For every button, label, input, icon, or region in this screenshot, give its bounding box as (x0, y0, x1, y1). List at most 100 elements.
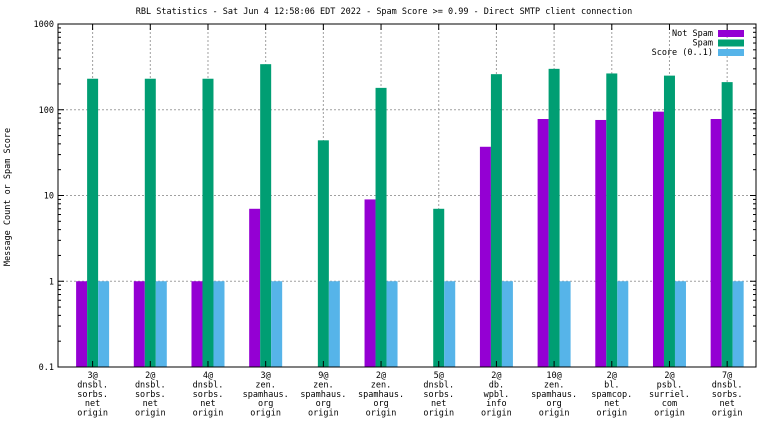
x-tick-label-line: origin (135, 409, 166, 419)
x-tick-label: 2@ psbl. surriel. com origin (649, 371, 690, 419)
bar-not-spam (249, 208, 261, 367)
bars (76, 64, 744, 368)
y-tick-label: 10 (44, 192, 54, 202)
legend-swatch (718, 30, 744, 37)
x-tick-label-line: origin (596, 409, 627, 419)
x-tick-label-line: 2@ (376, 371, 386, 381)
x-tick-label-line: spamhaus. (531, 390, 577, 400)
x-tick-label-line: surriel. (649, 390, 690, 400)
x-tick-label-line: info (486, 399, 506, 409)
x-tick-label-line: wpbl. (484, 390, 510, 400)
x-tick-label-line: spamhaus. (243, 390, 289, 400)
x-tick-label-line: zen. (544, 380, 564, 390)
x-tick-label: 2@ bl. spamcop. net origin (591, 371, 632, 419)
bar-not-spam (710, 119, 722, 367)
legend-label: Not Spam (672, 29, 713, 39)
y-axis-label: Message Count or Spam Score (3, 128, 13, 266)
x-tick-label-line: origin (539, 409, 570, 419)
x-tick-label-line: 9@ (318, 371, 328, 381)
x-tick-label-line: 2@ (491, 371, 501, 381)
x-tick-label-line: 2@ (145, 371, 155, 381)
x-tick-label: 2@ zen. spamhaus. org origin (358, 371, 404, 419)
x-tick-label-line: origin (712, 409, 743, 419)
bar-not-spam (191, 281, 203, 367)
x-tick-label-line: psbl. (657, 380, 683, 390)
x-tick-label-line: sorbs. (423, 390, 454, 400)
x-tick-label-line: org (258, 399, 273, 409)
x-tick-label-line: net (604, 399, 619, 409)
bar-spam (548, 68, 560, 367)
x-tick-label: 4@ dnsbl. sorbs. net origin (193, 371, 224, 419)
y-tick-label: 0.1 (39, 363, 54, 373)
bar-not-spam (76, 281, 88, 367)
bar-spam (260, 64, 272, 367)
x-tick-label-line: sorbs. (712, 390, 743, 400)
bar-score-0-1 (213, 281, 225, 367)
x-tick-label-line: origin (366, 409, 397, 419)
bar-not-spam (652, 111, 664, 367)
x-tick-label-line: zen. (313, 380, 333, 390)
bar-spam (606, 73, 618, 367)
x-tick-label-line: origin (77, 409, 108, 419)
y-tick-label: 1 (49, 277, 54, 287)
x-tick-label-line: origin (250, 409, 281, 419)
bar-spam (721, 82, 733, 368)
x-tick-label-line: bl. (604, 380, 619, 390)
chart-title: RBL Statistics - Sat Jun 4 12:58:06 EDT … (136, 7, 632, 17)
x-tick-label: 3@ zen. spamhaus. org origin (243, 371, 289, 419)
legend-swatch (718, 39, 744, 47)
x-tick-label: 2@ db. wpbl. info origin (481, 371, 512, 419)
x-tick-label-line: sorbs. (193, 390, 224, 400)
x-tick-label-line: 2@ (664, 371, 674, 381)
x-tick-label: 3@ dnsbl. sorbs. net origin (77, 371, 108, 419)
bar-score-0-1 (732, 281, 744, 367)
x-tick-label-line: 5@ (434, 371, 444, 381)
bar-score-0-1 (271, 281, 283, 367)
legend-swatch (718, 49, 744, 56)
x-tick-label-line: dnsbl. (712, 380, 743, 390)
x-tick-label-line: net (431, 399, 446, 409)
x-tick-label-line: origin (423, 409, 454, 419)
bar-score-0-1 (501, 281, 513, 367)
x-tick-label-line: origin (481, 409, 512, 419)
x-tick-label: 10@ zen. spamhaus. org origin (531, 371, 577, 419)
bar-spam (317, 140, 329, 367)
x-tick-label-line: 4@ (203, 371, 213, 381)
legend-label: Score (0..1) (652, 48, 713, 58)
x-tick-label-line: origin (193, 409, 224, 419)
bar-score-0-1 (155, 281, 167, 367)
bar-score-0-1 (98, 281, 110, 367)
x-tick-label-line: 10@ (546, 371, 561, 381)
y-tick-label: 1000 (34, 20, 54, 30)
y-tick-label: 100 (39, 106, 54, 116)
bar-not-spam (479, 146, 491, 367)
bar-not-spam (537, 119, 549, 367)
bar-score-0-1 (617, 281, 629, 367)
x-tick-label-line: spamhaus. (300, 390, 346, 400)
x-tick-label-line: sorbs. (77, 390, 108, 400)
x-tick-label-line: net (85, 399, 100, 409)
x-tick-label-line: net (200, 399, 215, 409)
x-tick-label-line: com (662, 399, 677, 409)
x-tick-label-line: zen. (371, 380, 391, 390)
x-tick-label-line: net (143, 399, 158, 409)
x-tick-label-line: zen. (255, 380, 275, 390)
x-tick-label-line: org (373, 399, 388, 409)
x-tick-label-line: 7@ (722, 371, 732, 381)
bar-spam (375, 87, 387, 367)
x-tick-label-line: dnsbl. (77, 380, 108, 390)
x-tick-label-line: origin (308, 409, 339, 419)
bar-score-0-1 (386, 281, 398, 367)
bar-spam (144, 78, 156, 367)
bar-not-spam (364, 199, 376, 367)
x-tick-label-line: 2@ (607, 371, 617, 381)
bar-spam (433, 208, 445, 367)
x-tick-label: 2@ dnsbl. sorbs. net origin (135, 371, 166, 419)
x-tick-label: 9@ zen. spamhaus. org origin (300, 371, 346, 419)
x-tick-label-line: dnsbl. (193, 380, 224, 390)
legend-label: Spam (693, 39, 713, 49)
bar-not-spam (595, 119, 607, 367)
